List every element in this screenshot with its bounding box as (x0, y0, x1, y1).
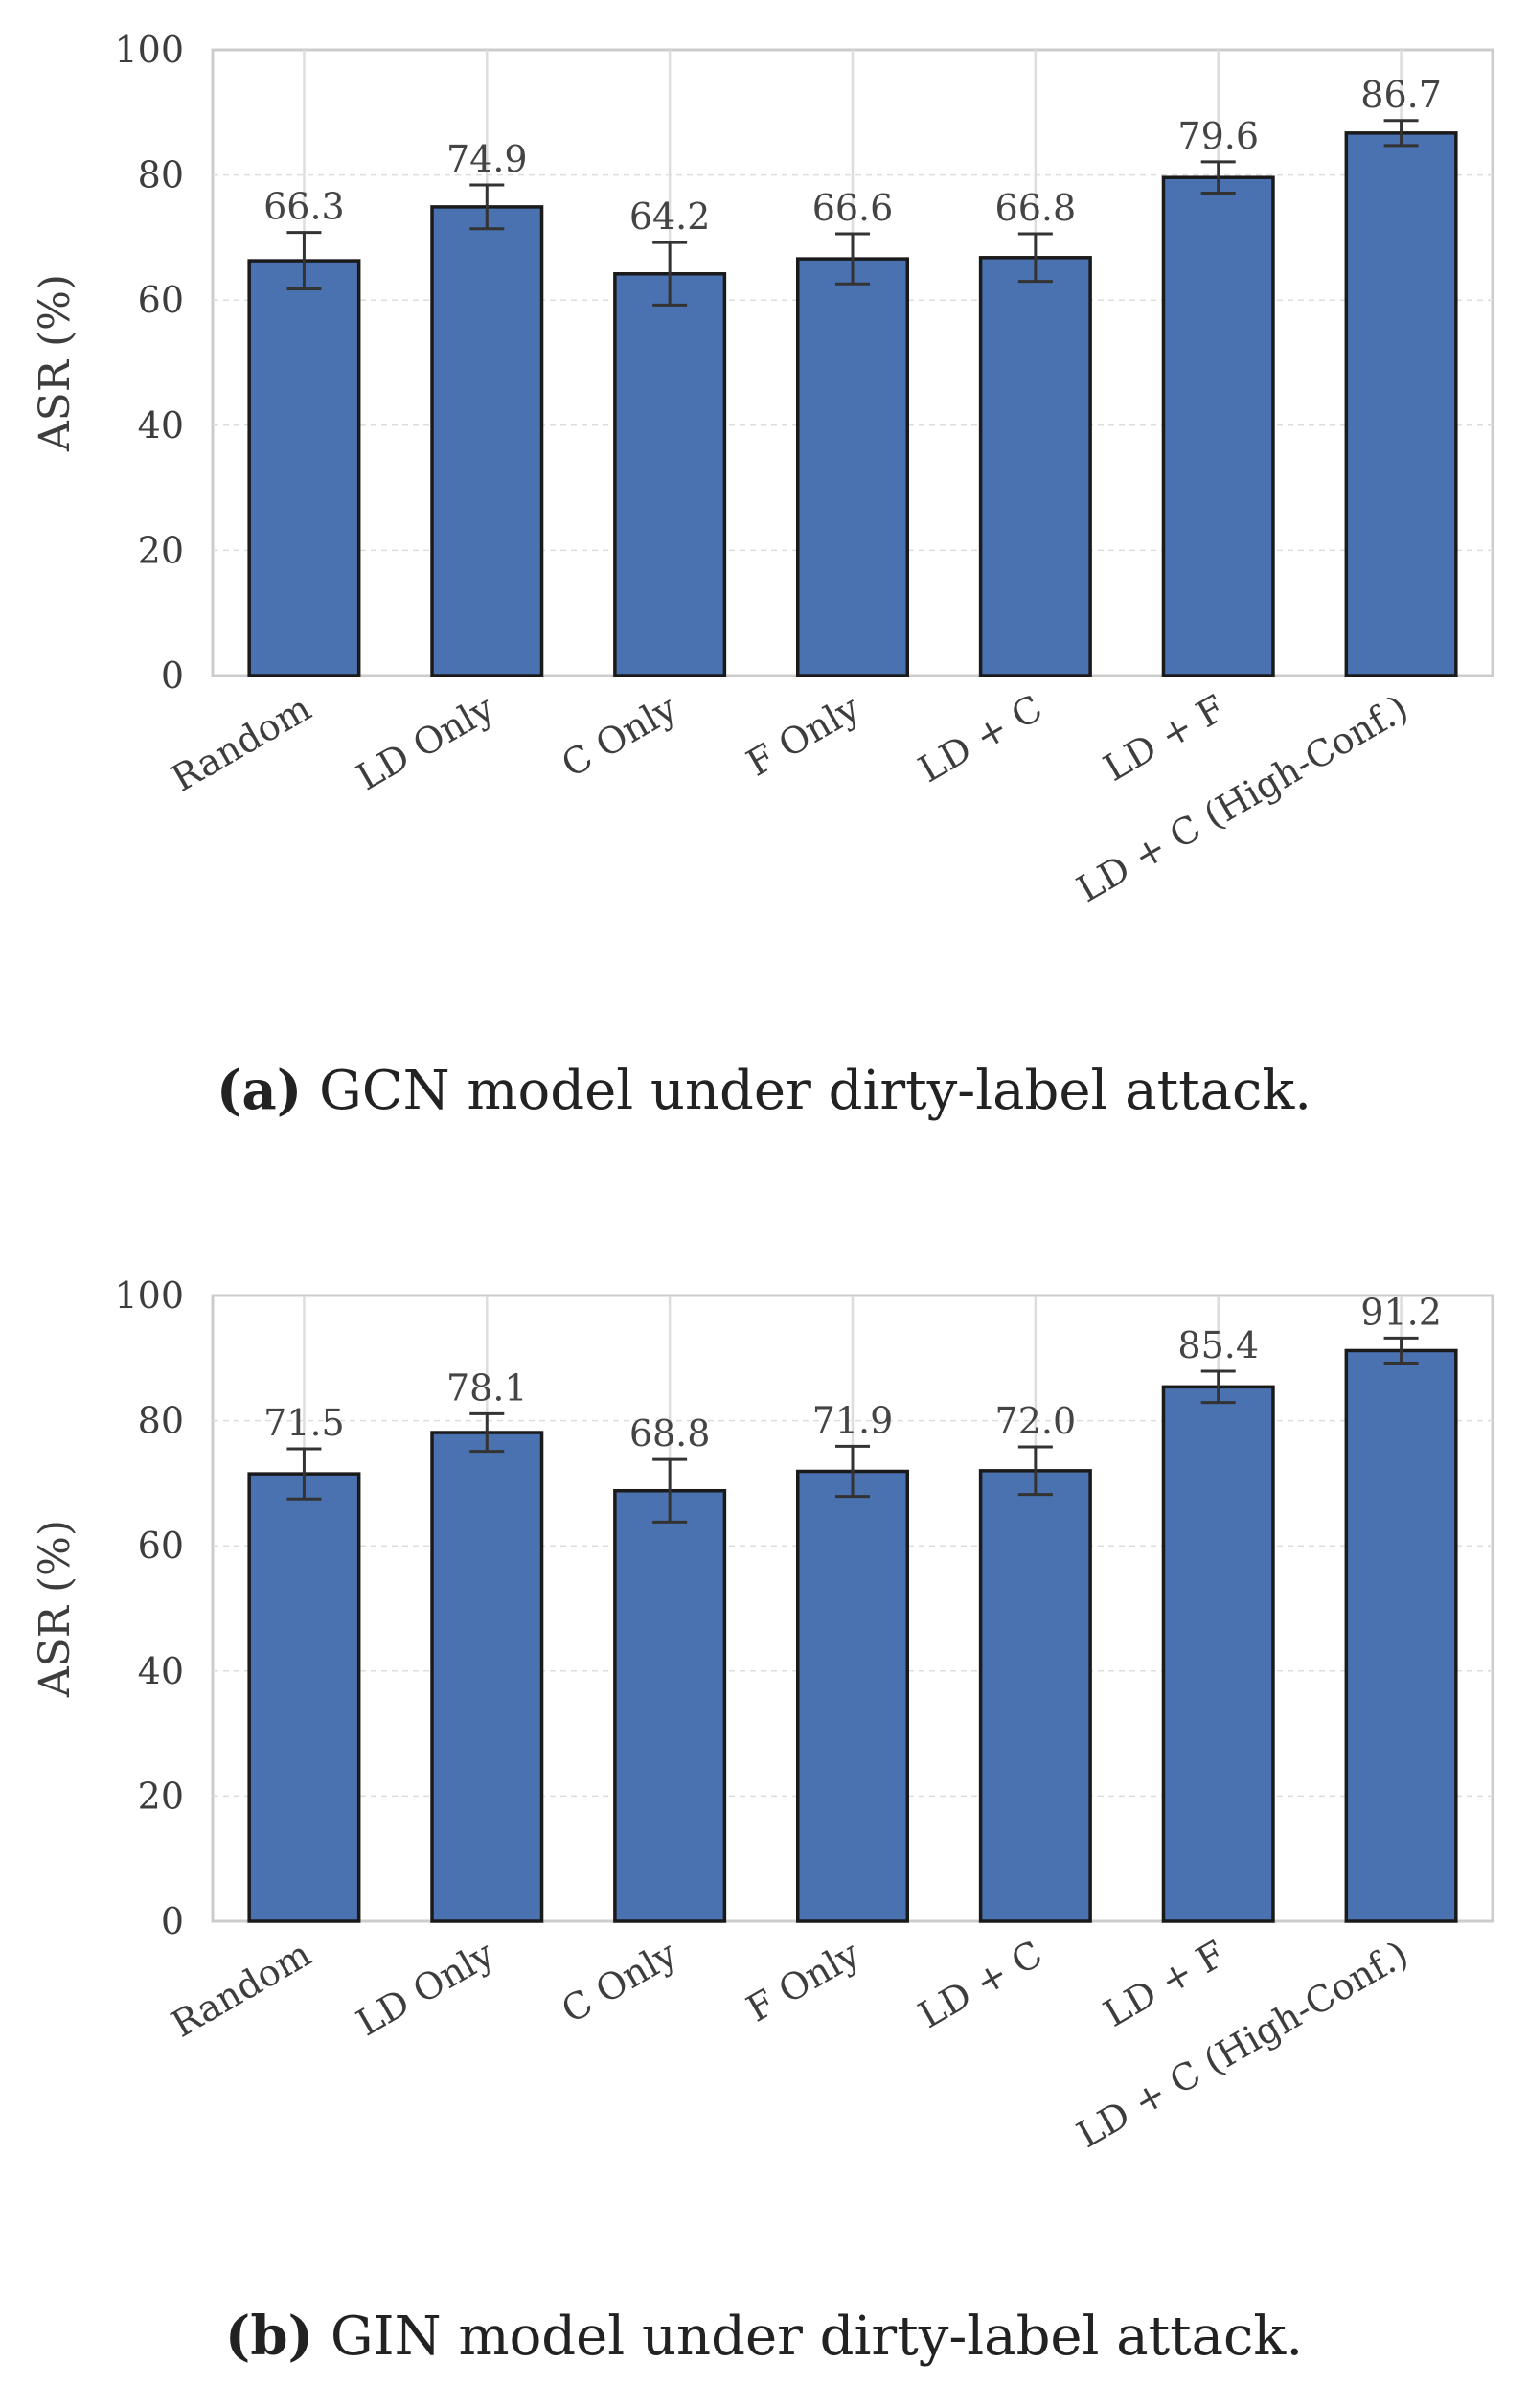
x-tick-label: LD + C (High-Conf.) (1070, 1933, 1415, 2156)
y-tick-label: 40 (138, 1650, 184, 1692)
error-bar (286, 231, 322, 290)
error-bar (1383, 1336, 1419, 1365)
bar (1344, 131, 1458, 677)
caption-b: (b) GIN model under dirty-label attack. (0, 2305, 1528, 2368)
value-label: 72.0 (995, 1400, 1077, 1442)
error-bar (469, 183, 505, 231)
y-tick-label: 60 (138, 279, 184, 321)
y-axis-label: ASR (%) (31, 274, 80, 452)
value-label: 86.7 (1360, 74, 1442, 116)
x-tick-label: Random (164, 687, 317, 800)
bar (613, 1488, 727, 1923)
error-bar (835, 232, 870, 286)
value-label: 91.2 (1360, 1291, 1442, 1333)
chart-a: 0 20 40 60 80 100 66.3 74.9 64.2 66.6 66.8 79.6 86.7… (31, 29, 1494, 910)
value-label: 64.2 (629, 195, 711, 238)
bar (1161, 175, 1275, 677)
x-tick-label: LD Only (350, 1932, 501, 2044)
error-bar (469, 1411, 505, 1454)
y-tick-label: 80 (138, 1400, 184, 1442)
value-label: 78.1 (446, 1366, 528, 1409)
value-label: 85.4 (1177, 1324, 1259, 1366)
error-bar (652, 1457, 688, 1524)
x-tick-label: LD + F (1097, 1933, 1233, 2035)
bar (978, 1469, 1092, 1923)
x-tick-label: F Only (740, 686, 867, 784)
caption-b-tag: (b) (224, 2305, 313, 2368)
value-label: 68.8 (629, 1412, 711, 1455)
x-tick-label: Random (164, 1933, 317, 2046)
x-tick-label: LD Only (350, 686, 501, 798)
caption-b-text: GIN model under dirty-label attack. (330, 2305, 1304, 2368)
value-label: 71.9 (812, 1399, 894, 1441)
x-tick-label: LD + C (High-Conf.) (1070, 687, 1415, 910)
error-bar (1017, 232, 1053, 284)
y-tick-label: 0 (161, 654, 184, 697)
caption-a: (a) GCN model under dirty-label attack. (0, 1059, 1528, 1122)
y-tick-label: 80 (138, 154, 184, 196)
x-tick-label: C Only (555, 1932, 684, 2031)
y-tick-label: 20 (138, 1775, 184, 1817)
bar (247, 259, 361, 677)
y-tick-label: 60 (138, 1525, 184, 1567)
error-bar (652, 241, 688, 307)
y-tick-label: 100 (114, 29, 184, 71)
bar (795, 257, 910, 677)
y-tick-label: 40 (138, 404, 184, 447)
value-label: 74.9 (446, 138, 528, 180)
y-tick-label: 20 (138, 529, 184, 571)
y-tick-label: 0 (161, 1900, 184, 1942)
chart-panel-a: 0 20 40 60 80 100 66.3 74.9 64.2 66.6 66.8 79.6 86.7… (0, 29, 1528, 1122)
y-tick-label: 100 (114, 1274, 184, 1317)
bar (430, 205, 544, 677)
bar (1161, 1385, 1275, 1923)
error-bar (286, 1447, 322, 1501)
x-tick-label: LD + C (911, 1933, 1049, 2036)
error-bar (835, 1444, 870, 1499)
chart-b: 0 20 40 60 80 100 71.5 78.1 68.8 71.9 72.0 85.4 91.2… (31, 1274, 1494, 2156)
bar (978, 256, 1092, 677)
error-bar (1383, 119, 1419, 148)
bar (430, 1431, 544, 1923)
error-bar (1017, 1445, 1053, 1497)
value-label: 66.6 (812, 187, 894, 229)
bar (247, 1472, 361, 1923)
y-axis-label: ASR (%) (31, 1520, 80, 1698)
bar (795, 1469, 910, 1923)
x-tick-label: C Only (555, 686, 684, 786)
value-label: 66.8 (995, 187, 1077, 229)
x-tick-label: LD + F (1097, 687, 1233, 790)
error-bar (1200, 160, 1236, 195)
caption-a-text: GCN model under dirty-label attack. (319, 1060, 1312, 1122)
bar (1344, 1348, 1458, 1923)
value-label: 79.6 (1177, 115, 1259, 157)
error-bar (1200, 1369, 1236, 1405)
x-tick-label: LD + C (911, 687, 1049, 791)
x-tick-label: F Only (740, 1932, 867, 2030)
value-label: 71.5 (263, 1402, 345, 1444)
value-label: 66.3 (263, 186, 345, 228)
bar (613, 272, 727, 677)
chart-panel-b: 0 20 40 60 80 100 71.5 78.1 68.8 71.9 72.0 85.4 91.2… (0, 1246, 1528, 2408)
caption-a-tag: (a) (216, 1059, 303, 1122)
